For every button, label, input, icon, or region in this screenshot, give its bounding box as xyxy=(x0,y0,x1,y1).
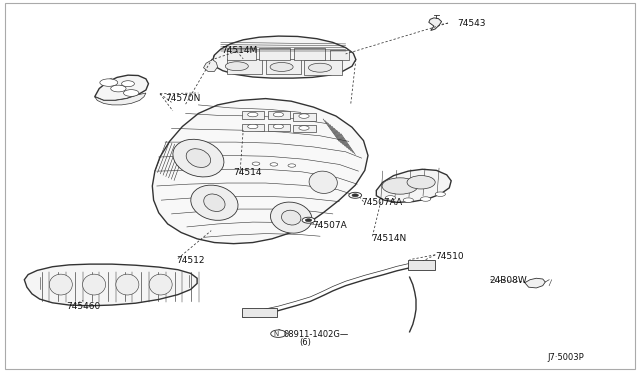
Bar xyxy=(268,111,290,119)
Ellipse shape xyxy=(271,202,312,233)
Text: 74514M: 74514M xyxy=(221,46,257,55)
Polygon shape xyxy=(95,93,146,105)
Polygon shape xyxy=(24,264,197,306)
Ellipse shape xyxy=(309,171,337,193)
Bar xyxy=(227,48,256,60)
Text: (6): (6) xyxy=(300,339,312,347)
Ellipse shape xyxy=(124,90,139,96)
Ellipse shape xyxy=(420,197,431,201)
Ellipse shape xyxy=(149,274,172,295)
Ellipse shape xyxy=(302,217,315,223)
Bar xyxy=(293,125,316,132)
Ellipse shape xyxy=(403,198,413,202)
Bar xyxy=(408,260,435,270)
Ellipse shape xyxy=(204,194,225,212)
Ellipse shape xyxy=(49,274,72,295)
Polygon shape xyxy=(525,278,545,288)
Text: 74510: 74510 xyxy=(435,252,464,261)
Bar xyxy=(227,59,262,74)
Ellipse shape xyxy=(191,185,238,220)
Ellipse shape xyxy=(122,81,134,87)
Ellipse shape xyxy=(352,194,358,197)
Ellipse shape xyxy=(252,162,260,165)
Text: 74543: 74543 xyxy=(458,19,486,28)
Ellipse shape xyxy=(225,62,248,71)
Ellipse shape xyxy=(299,114,309,118)
Text: N: N xyxy=(274,331,279,337)
Bar xyxy=(242,124,264,131)
Text: 74507A: 74507A xyxy=(312,221,347,230)
Polygon shape xyxy=(204,60,218,71)
Ellipse shape xyxy=(299,126,309,130)
Ellipse shape xyxy=(248,124,258,129)
Polygon shape xyxy=(212,36,356,78)
Text: 74514: 74514 xyxy=(234,169,262,177)
Text: J7·5003P: J7·5003P xyxy=(547,353,584,362)
Ellipse shape xyxy=(111,85,126,92)
Text: 74507AA: 74507AA xyxy=(362,198,403,207)
Ellipse shape xyxy=(186,149,211,167)
Ellipse shape xyxy=(288,164,296,167)
Polygon shape xyxy=(429,18,442,31)
Bar xyxy=(242,111,264,119)
Polygon shape xyxy=(95,75,148,100)
Ellipse shape xyxy=(270,163,278,166)
Polygon shape xyxy=(376,169,451,202)
Ellipse shape xyxy=(100,79,118,86)
Bar xyxy=(259,48,290,60)
Ellipse shape xyxy=(435,192,445,196)
Bar xyxy=(266,59,301,74)
Ellipse shape xyxy=(273,112,284,117)
Ellipse shape xyxy=(270,62,293,71)
Ellipse shape xyxy=(385,196,396,200)
Text: 74512: 74512 xyxy=(176,256,205,265)
Ellipse shape xyxy=(407,176,435,189)
Bar xyxy=(330,50,349,60)
Bar xyxy=(268,124,290,131)
Text: 745460: 745460 xyxy=(66,302,100,311)
Ellipse shape xyxy=(273,124,284,129)
Text: 24B08W: 24B08W xyxy=(490,276,527,285)
Ellipse shape xyxy=(116,274,139,295)
Bar xyxy=(294,48,325,60)
Text: 74514N: 74514N xyxy=(371,234,406,243)
Bar xyxy=(242,308,277,317)
Text: 08911-1402G—: 08911-1402G— xyxy=(284,330,349,339)
Bar xyxy=(304,60,342,75)
Ellipse shape xyxy=(173,139,224,177)
Ellipse shape xyxy=(382,178,418,194)
Text: 74570N: 74570N xyxy=(165,94,200,103)
Ellipse shape xyxy=(83,274,106,295)
Ellipse shape xyxy=(308,63,332,72)
Ellipse shape xyxy=(248,112,258,117)
Bar xyxy=(293,113,316,121)
Ellipse shape xyxy=(282,210,301,225)
Polygon shape xyxy=(152,99,368,244)
Ellipse shape xyxy=(271,330,286,337)
Ellipse shape xyxy=(349,192,362,198)
Ellipse shape xyxy=(305,219,312,222)
